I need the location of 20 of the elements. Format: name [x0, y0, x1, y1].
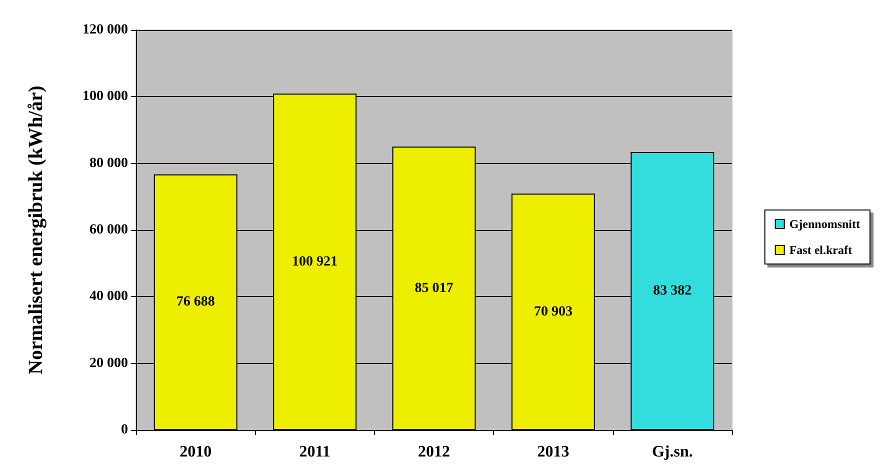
x-tick-label: 2013 — [537, 444, 570, 460]
y-tick-label: 40 000 — [90, 289, 128, 304]
x-tick-label: 2010 — [180, 444, 212, 460]
y-axis-title: Normalisert energibruk (kWh/år) — [25, 86, 47, 374]
y-tick-label: 0 — [121, 422, 128, 438]
data-label: 100 921 — [292, 254, 338, 270]
x-tick-label: Gj.sn. — [652, 444, 693, 460]
legend-label: Gjennomsnitt — [789, 217, 860, 231]
data-label: 83 382 — [653, 284, 692, 299]
y-tick-label: 20 000 — [90, 356, 128, 371]
data-label: 70 903 — [534, 304, 572, 320]
y-tick-label: 60 000 — [90, 222, 128, 238]
y-tick-label: 120 000 — [82, 22, 128, 38]
y-tick-label: 100 000 — [82, 89, 128, 104]
x-tick-label: 2012 — [418, 444, 450, 460]
legend-label: Fast el.kraft — [789, 243, 852, 257]
data-label: 85 017 — [414, 280, 454, 296]
data-label: 76 688 — [176, 294, 215, 310]
x-tick-label: 2011 — [299, 444, 330, 460]
y-tick-label: 80 000 — [90, 156, 128, 171]
